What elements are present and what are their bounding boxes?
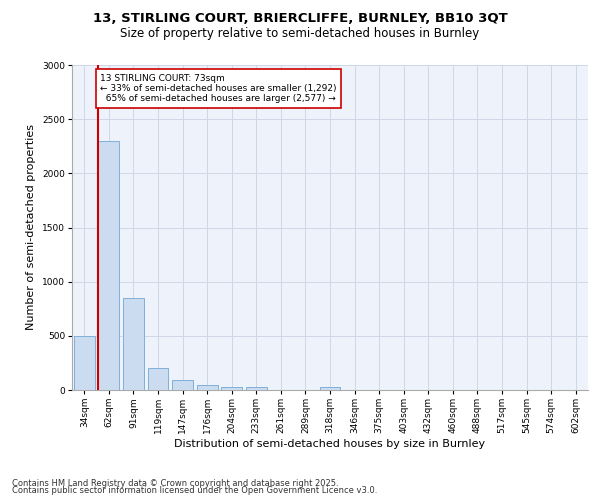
Text: Size of property relative to semi-detached houses in Burnley: Size of property relative to semi-detach… [121,28,479,40]
Text: Contains public sector information licensed under the Open Government Licence v3: Contains public sector information licen… [12,486,377,495]
Text: 13 STIRLING COURT: 73sqm
← 33% of semi-detached houses are smaller (1,292)
  65%: 13 STIRLING COURT: 73sqm ← 33% of semi-d… [100,74,337,104]
Bar [123,298,144,390]
Bar [98,141,119,390]
Bar [74,336,95,390]
Bar [172,380,193,390]
Bar [221,387,242,390]
Bar [197,385,218,390]
Y-axis label: Number of semi-detached properties: Number of semi-detached properties [26,124,37,330]
X-axis label: Distribution of semi-detached houses by size in Burnley: Distribution of semi-detached houses by … [175,439,485,449]
Text: Contains HM Land Registry data © Crown copyright and database right 2025.: Contains HM Land Registry data © Crown c… [12,478,338,488]
Bar [148,368,169,390]
Bar [246,388,267,390]
Bar [320,388,340,390]
Text: 13, STIRLING COURT, BRIERCLIFFE, BURNLEY, BB10 3QT: 13, STIRLING COURT, BRIERCLIFFE, BURNLEY… [92,12,508,26]
